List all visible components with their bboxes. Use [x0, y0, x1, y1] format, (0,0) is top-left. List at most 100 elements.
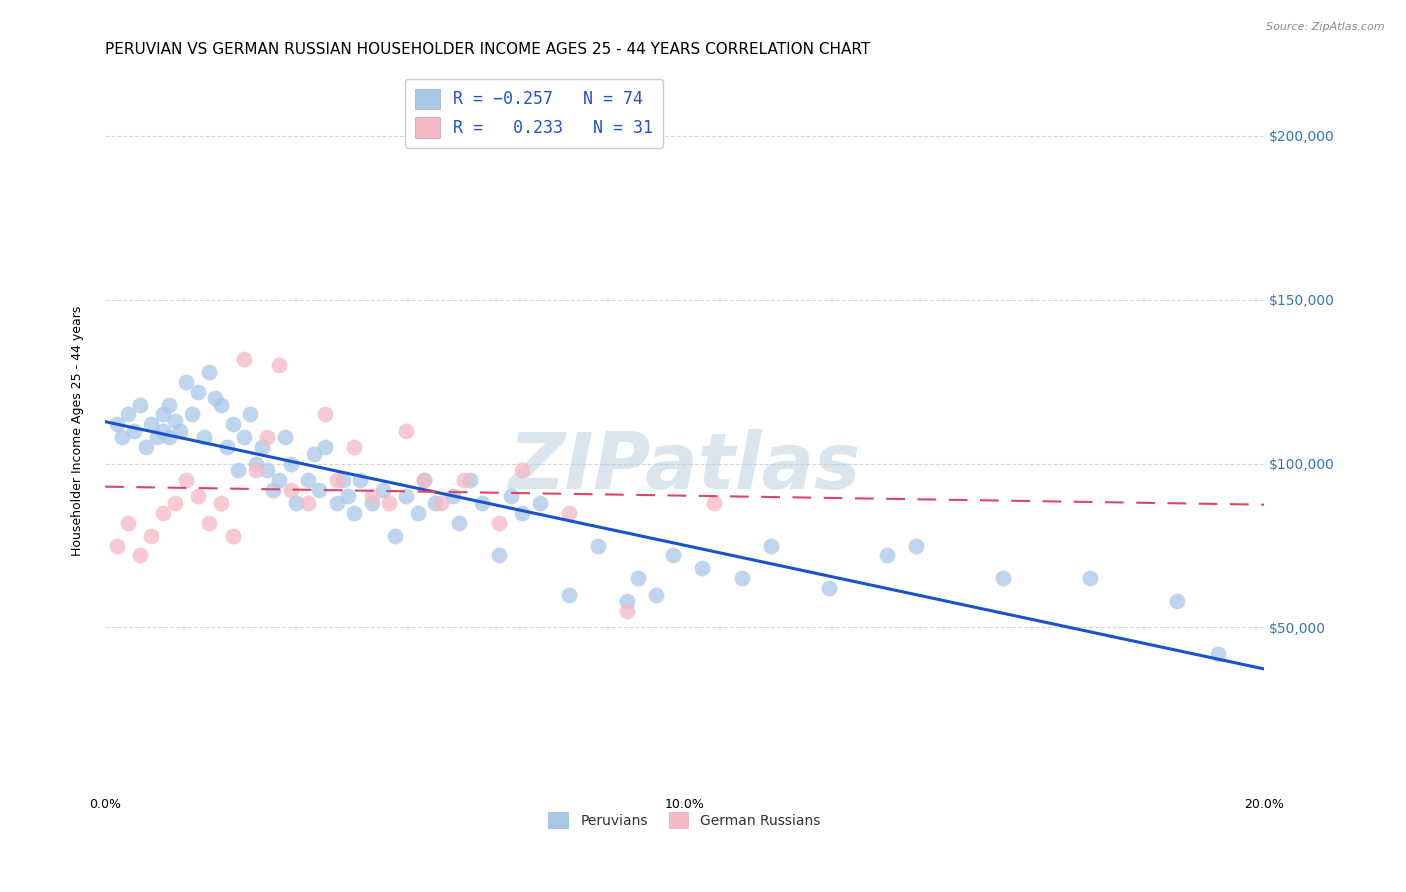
Peruvians — [349, 473, 371, 487]
German Russians — [209, 496, 232, 510]
Peruvians — [152, 424, 174, 438]
Peruvians — [337, 489, 360, 503]
Peruvians — [993, 571, 1015, 585]
Peruvians — [627, 571, 650, 585]
German Russians — [128, 549, 150, 563]
Y-axis label: Householder Income Ages 25 - 44 years: Householder Income Ages 25 - 44 years — [72, 306, 84, 556]
German Russians — [117, 516, 139, 530]
Peruvians — [332, 473, 354, 487]
Peruvians — [308, 483, 330, 497]
Peruvians — [471, 496, 494, 510]
Peruvians — [239, 408, 262, 422]
Peruvians — [510, 506, 533, 520]
German Russians — [198, 516, 221, 530]
German Russians — [163, 496, 186, 510]
Peruvians — [731, 571, 754, 585]
Peruvians — [644, 588, 666, 602]
German Russians — [141, 529, 163, 543]
German Russians — [430, 496, 453, 510]
Peruvians — [395, 489, 418, 503]
German Russians — [174, 473, 197, 487]
Peruvians — [256, 463, 278, 477]
Peruvians — [122, 424, 145, 438]
Peruvians — [181, 408, 204, 422]
Peruvians — [1166, 594, 1188, 608]
Peruvians — [425, 496, 447, 510]
German Russians — [360, 489, 382, 503]
Peruvians — [117, 408, 139, 422]
Peruvians — [447, 516, 470, 530]
Text: Source: ZipAtlas.com: Source: ZipAtlas.com — [1267, 22, 1385, 32]
Peruvians — [204, 391, 226, 405]
Peruvians — [412, 473, 434, 487]
Peruvians — [458, 473, 481, 487]
German Russians — [280, 483, 302, 497]
German Russians — [326, 473, 349, 487]
Peruvians — [250, 440, 273, 454]
German Russians — [557, 506, 579, 520]
German Russians — [256, 430, 278, 444]
German Russians — [105, 539, 128, 553]
Text: ZIPatlas: ZIPatlas — [509, 429, 860, 505]
Peruvians — [128, 398, 150, 412]
Peruvians — [441, 489, 464, 503]
German Russians — [453, 473, 475, 487]
German Russians — [488, 516, 510, 530]
Peruvians — [152, 408, 174, 422]
German Russians — [267, 359, 290, 373]
Peruvians — [761, 539, 783, 553]
Peruvians — [302, 447, 325, 461]
Peruvians — [169, 424, 191, 438]
Text: PERUVIAN VS GERMAN RUSSIAN HOUSEHOLDER INCOME AGES 25 - 44 YEARS CORRELATION CHA: PERUVIAN VS GERMAN RUSSIAN HOUSEHOLDER I… — [105, 42, 870, 57]
Peruvians — [326, 496, 349, 510]
Peruvians — [163, 414, 186, 428]
Peruvians — [105, 417, 128, 432]
Peruvians — [905, 539, 928, 553]
Peruvians — [586, 539, 609, 553]
Peruvians — [221, 417, 243, 432]
Peruvians — [360, 496, 382, 510]
Peruvians — [187, 384, 209, 399]
Peruvians — [616, 594, 638, 608]
German Russians — [343, 440, 366, 454]
Peruvians — [488, 549, 510, 563]
Peruvians — [233, 430, 256, 444]
Peruvians — [557, 588, 579, 602]
Peruvians — [662, 549, 685, 563]
Peruvians — [193, 430, 215, 444]
German Russians — [245, 463, 267, 477]
Peruvians — [262, 483, 284, 497]
Peruvians — [135, 440, 157, 454]
German Russians — [510, 463, 533, 477]
Peruvians — [228, 463, 250, 477]
Peruvians — [198, 365, 221, 379]
Peruvians — [146, 430, 169, 444]
Peruvians — [529, 496, 551, 510]
German Russians — [221, 529, 243, 543]
German Russians — [702, 496, 724, 510]
Peruvians — [1206, 647, 1229, 661]
Legend: Peruvians, German Russians: Peruvians, German Russians — [543, 806, 827, 835]
German Russians — [187, 489, 209, 503]
Peruvians — [1078, 571, 1101, 585]
German Russians — [412, 473, 434, 487]
Peruvians — [499, 489, 522, 503]
German Russians — [314, 408, 336, 422]
Peruvians — [384, 529, 406, 543]
Peruvians — [157, 430, 180, 444]
Peruvians — [174, 375, 197, 389]
Peruvians — [273, 430, 295, 444]
Peruvians — [373, 483, 395, 497]
German Russians — [395, 424, 418, 438]
Peruvians — [245, 457, 267, 471]
Peruvians — [818, 581, 841, 595]
Peruvians — [314, 440, 336, 454]
German Russians — [297, 496, 319, 510]
Peruvians — [157, 398, 180, 412]
German Russians — [616, 604, 638, 618]
Peruvians — [285, 496, 308, 510]
Peruvians — [209, 398, 232, 412]
Peruvians — [215, 440, 238, 454]
Peruvians — [297, 473, 319, 487]
Peruvians — [111, 430, 134, 444]
